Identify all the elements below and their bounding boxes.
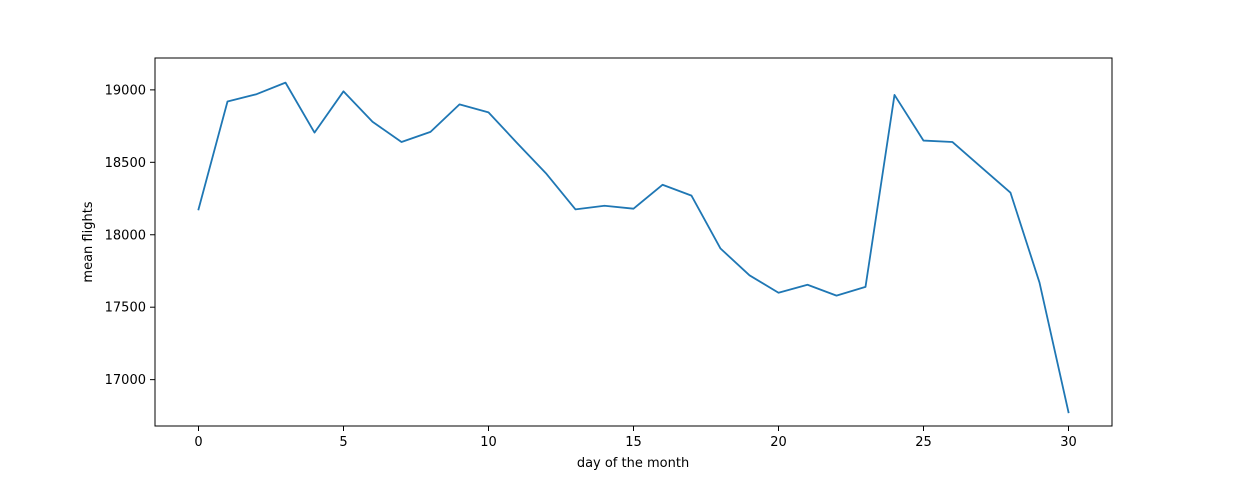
y-axis: 17000 17500 18000 18500 19000: [105, 83, 155, 388]
x-tick-label: 30: [1060, 435, 1077, 450]
series-layer: [197, 81, 1070, 414]
plot-area: [155, 58, 1112, 426]
y-axis-label: mean flights: [81, 201, 96, 282]
x-tick-label: 5: [339, 435, 347, 450]
y-tick-label: 17000: [105, 373, 146, 388]
y-tick-label: 18000: [105, 228, 146, 243]
y-tick-label: 18500: [105, 156, 146, 171]
series-line-0: [197, 81, 1070, 414]
x-tick-label: 0: [194, 435, 202, 450]
y-tick-label: 19000: [105, 83, 146, 98]
x-axis: 0 5 10 15 20 25 30: [194, 426, 1077, 450]
x-tick-label: 25: [915, 435, 932, 450]
x-tick-label: 15: [625, 435, 642, 450]
x-tick-label: 10: [480, 435, 497, 450]
x-tick-label: 20: [770, 435, 787, 450]
x-axis-label: day of the month: [577, 456, 689, 471]
y-tick-label: 17500: [105, 301, 146, 316]
